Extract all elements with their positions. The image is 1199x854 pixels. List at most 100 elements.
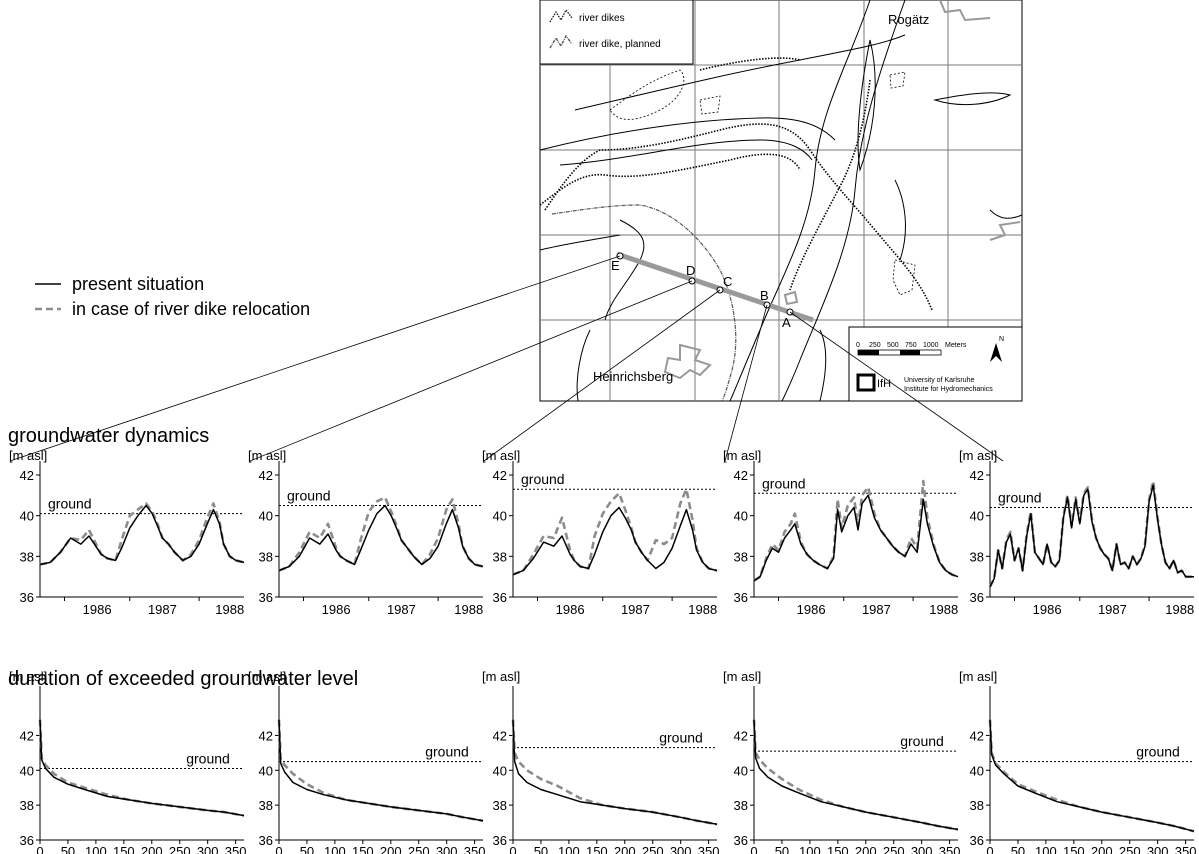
x-tick-label-year: 1986 <box>556 602 585 617</box>
x-tick-label-day: 350 <box>939 844 961 854</box>
x-tick-label-year: 1987 <box>387 602 416 617</box>
ground-label: ground <box>425 744 469 760</box>
map-grid <box>540 0 1022 401</box>
charts-layer: [m asl] 36 38 40 42 1986 1987 1988 ground [m asl]… <box>9 448 1196 854</box>
y-tick-label: 40 <box>259 509 273 524</box>
relocation-series-line <box>752 719 959 831</box>
relocation-series-line <box>753 479 959 582</box>
y-tick-label: 42 <box>970 468 984 483</box>
y-tick-label: 36 <box>734 833 748 848</box>
y-tick-label: 40 <box>20 509 34 524</box>
x-tick-label-day: 150 <box>586 844 608 854</box>
scale-box: 0 250 500 750 1000 Meters N IfH Universi… <box>848 326 1023 402</box>
town-rogaetz: Rogätz <box>888 12 929 27</box>
y-tick-label: 36 <box>259 833 273 848</box>
ground-label: ground <box>287 488 331 504</box>
y-tick-label: 36 <box>493 590 507 605</box>
dynamics-chart-5: [m asl] 36 38 40 42 1986 1987 1988 ground <box>959 448 1194 617</box>
y-tick-label: 42 <box>970 728 984 743</box>
x-tick-label-day: 0 <box>36 844 43 854</box>
y-tick-label: 38 <box>970 798 984 813</box>
duration-chart-1: [m asl]36384042050100150200250300350[day… <box>9 669 246 854</box>
y-unit-label: [m asl] <box>248 448 286 463</box>
x-tick-label-year: 1988 <box>454 602 483 617</box>
legend-present-label: present situation <box>72 274 204 294</box>
y-tick-label: 40 <box>734 509 748 524</box>
x-tick-label-day: 100 <box>558 844 580 854</box>
map-legend-dikes: river dikes <box>579 13 625 24</box>
x-tick-label-day: 150 <box>352 844 374 854</box>
x-tick-label-year: 1986 <box>322 602 351 617</box>
present-series-line <box>278 719 484 822</box>
x-tick-label-day: 350 <box>1175 844 1197 854</box>
relocation-series-line <box>38 719 245 817</box>
x-tick-label-day: 250 <box>169 844 191 854</box>
present-series-line <box>278 504 484 572</box>
x-tick-label-day: 300 <box>436 844 458 854</box>
y-tick-label: 42 <box>259 728 273 743</box>
x-tick-label-day: 0 <box>275 844 282 854</box>
x-tick-label-year: 1986 <box>1033 602 1062 617</box>
ground-label: ground <box>659 730 703 746</box>
y-unit-label: [m asl] <box>482 669 520 684</box>
ground-label: ground <box>1136 744 1180 760</box>
map-legend: river dikes river dike, planned <box>539 0 694 65</box>
x-tick-label-day: 50 <box>300 844 314 854</box>
x-tick-label-day: 350 <box>464 844 486 854</box>
dynamics-chart-4: [m asl] 36 38 40 42 1986 1987 1988 ground <box>723 448 959 617</box>
y-tick-label: 42 <box>734 468 748 483</box>
x-tick-label-day: 300 <box>1147 844 1169 854</box>
y-tick-label: 42 <box>20 468 34 483</box>
relocation-series-line <box>511 719 718 826</box>
present-series-line <box>39 719 245 817</box>
dike-legend-icon <box>549 8 573 23</box>
river-outlines <box>539 0 1023 402</box>
y-unit-label: [m asl] <box>723 669 761 684</box>
y-tick-label: 40 <box>259 763 273 778</box>
institute-logo-icon <box>856 373 876 392</box>
y-tick-label: 42 <box>493 728 507 743</box>
y-tick-label: 36 <box>970 833 984 848</box>
y-tick-label: 42 <box>20 728 34 743</box>
north-label: N <box>999 336 1004 343</box>
present-series-line <box>39 504 245 566</box>
y-unit-label: [m asl] <box>959 669 997 684</box>
x-tick-label-day: 150 <box>1063 844 1085 854</box>
x-tick-label-day: 250 <box>408 844 430 854</box>
y-tick-label: 42 <box>734 728 748 743</box>
line-legend: present situation in case of river dike … <box>35 274 310 319</box>
map-ponds <box>609 69 916 296</box>
x-tick-label-day: 100 <box>1035 844 1057 854</box>
legend-relocation-label: in case of river dike relocation <box>72 299 310 319</box>
duration-chart-5: [m asl]36384042050100150200250300350[day… <box>959 669 1196 854</box>
y-tick-label: 36 <box>259 590 273 605</box>
dynamics-chart-3: [m asl] 36 38 40 42 1986 1987 1988 ground <box>482 448 718 617</box>
y-tick-label: 38 <box>20 798 34 813</box>
x-tick-label-day: 50 <box>534 844 548 854</box>
y-tick-label: 36 <box>20 833 34 848</box>
section-point-labels: E D C B A <box>611 258 791 330</box>
x-tick-label-year: 1988 <box>215 602 244 617</box>
present-series-line <box>989 484 1194 588</box>
x-tick-label-day: 200 <box>614 844 636 854</box>
x-tick-label-day: 50 <box>1011 844 1025 854</box>
y-tick-label: 42 <box>493 468 507 483</box>
x-tick-label-year: 1988 <box>688 602 717 617</box>
connector-lines <box>9 255 1004 462</box>
x-tick-label-day: 350 <box>225 844 247 854</box>
y-tick-label: 40 <box>970 763 984 778</box>
x-tick-label-day: 250 <box>642 844 664 854</box>
section-title-dynamics: groundwater dynamics <box>8 425 209 447</box>
x-tick-label-year: 1987 <box>1098 602 1127 617</box>
ground-label: ground <box>998 490 1042 506</box>
x-tick-label-day: 250 <box>883 844 905 854</box>
planned-dike-legend-icon <box>549 34 573 49</box>
x-tick-label-day: 50 <box>775 844 789 854</box>
planned-dike <box>551 204 737 402</box>
dynamics-chart-2: [m asl] 36 38 40 42 1986 1987 1988 ground <box>248 448 484 617</box>
ground-label: ground <box>762 475 806 491</box>
institute-logo-text: IfH <box>877 378 891 390</box>
institution-line-1: University of Karlsruhe <box>904 377 975 384</box>
x-tick-label-day: 0 <box>986 844 993 854</box>
x-tick-label-day: 300 <box>670 844 692 854</box>
